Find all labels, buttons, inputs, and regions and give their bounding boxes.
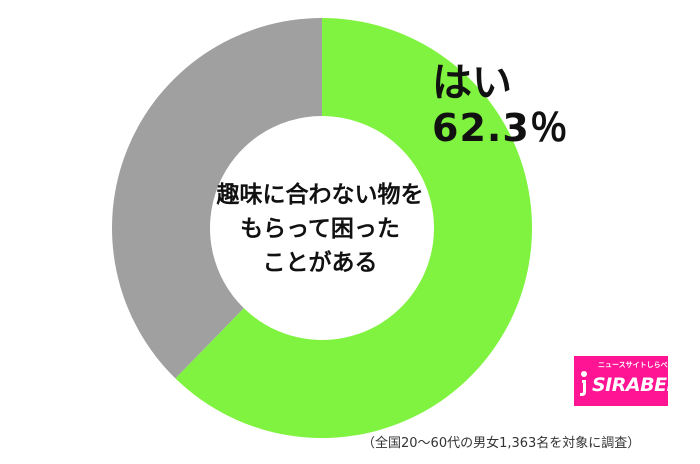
logo-brand: SIRABEE bbox=[592, 374, 668, 396]
center-title-line-3: ことがある bbox=[262, 250, 378, 276]
center-title-line-2: もらって困った bbox=[240, 216, 400, 242]
sirabee-logo: ニュースサイトしらべぇ SIRABEE bbox=[574, 356, 668, 406]
center-title: 趣味に合わない物を もらって困った ことがある bbox=[190, 178, 450, 280]
survey-footnote: （全国20～60代の男女1,363名を対象に調査） bbox=[362, 436, 641, 451]
yes-annotation: はい 62.3％ bbox=[432, 60, 569, 150]
yes-label: はい bbox=[432, 60, 512, 106]
logo-tagline: ニュースサイトしらべぇ bbox=[598, 361, 668, 369]
donut-slice-yes bbox=[175, 18, 533, 438]
donut-slice-no bbox=[112, 18, 322, 379]
logo-mark-icon bbox=[580, 371, 587, 396]
center-title-line-1: 趣味に合わない物を bbox=[216, 182, 424, 208]
yes-percentage: 62.3％ bbox=[432, 106, 569, 150]
